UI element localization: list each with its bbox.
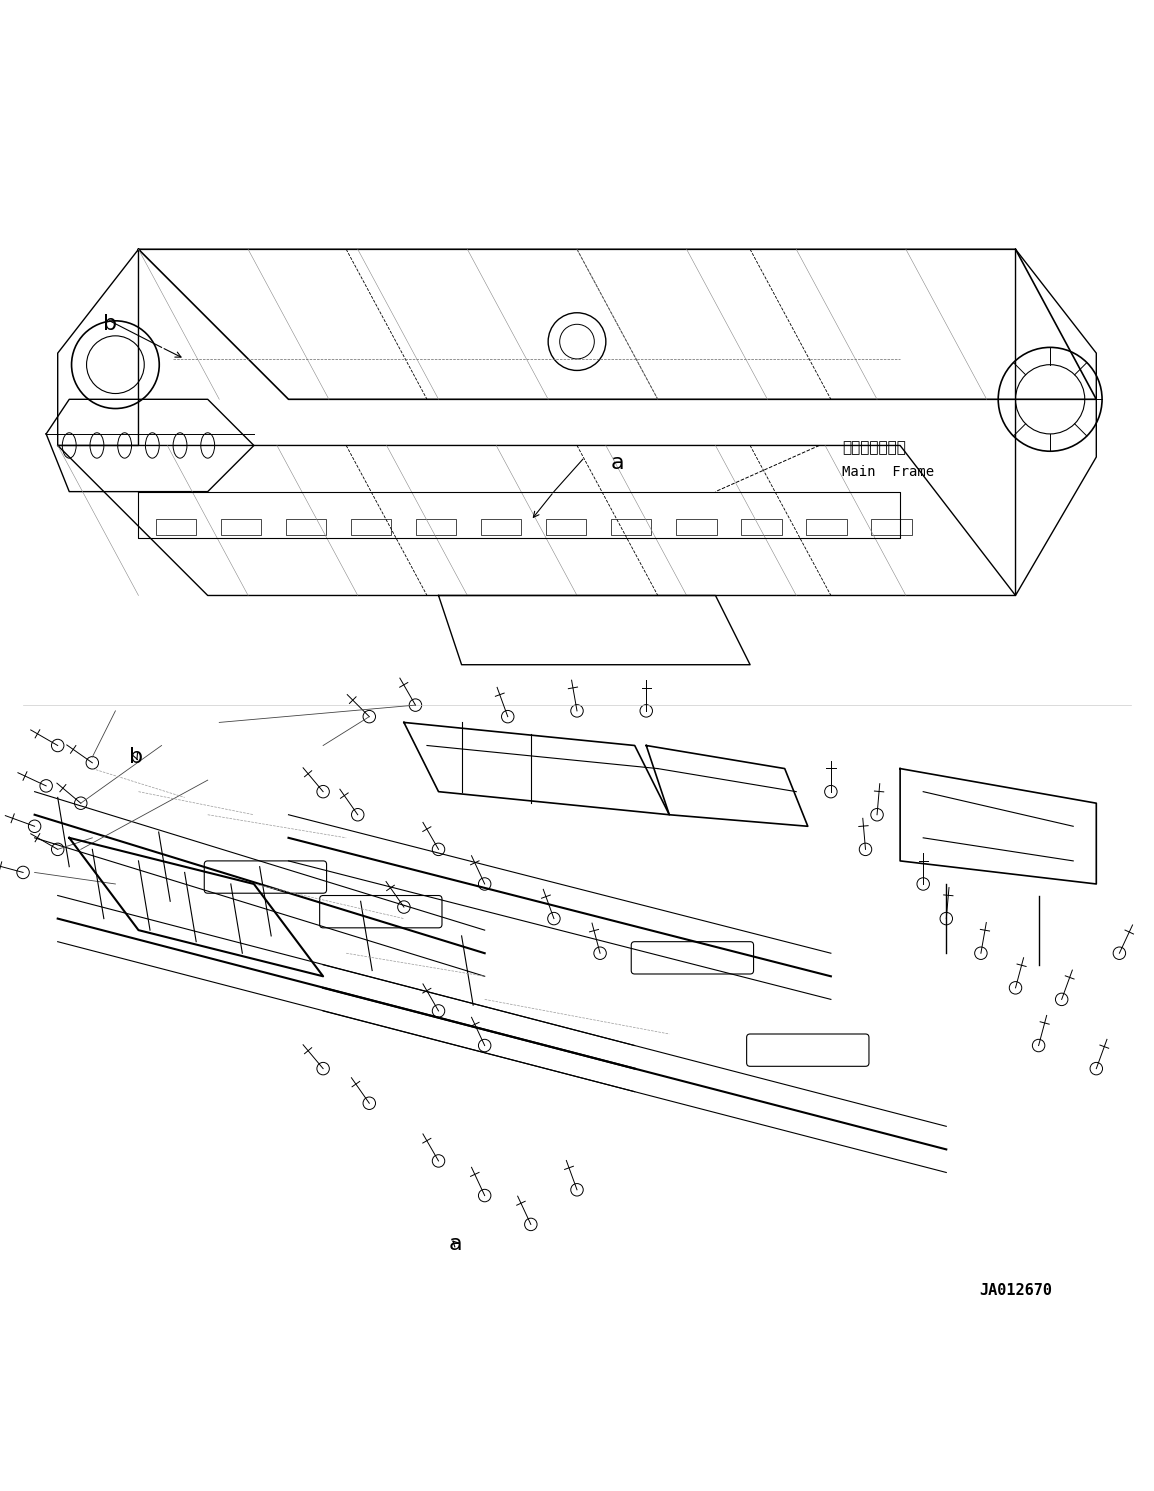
Bar (415, 519, 456, 535)
Text: a: a (610, 453, 624, 473)
Bar (351, 519, 391, 535)
Bar (807, 519, 847, 535)
Bar (741, 519, 781, 535)
Text: b: b (103, 315, 117, 334)
Text: b: b (129, 747, 143, 766)
Bar (871, 519, 912, 535)
Bar (612, 519, 652, 535)
Bar (286, 519, 327, 535)
Bar (676, 519, 717, 535)
Bar (156, 519, 196, 535)
Bar (546, 519, 586, 535)
Text: メインフレーム: メインフレーム (842, 440, 906, 455)
Bar (481, 519, 522, 535)
Text: a: a (449, 1235, 463, 1254)
Bar (220, 519, 261, 535)
Text: Main  Frame: Main Frame (842, 465, 935, 479)
Text: JA012670: JA012670 (979, 1282, 1052, 1297)
